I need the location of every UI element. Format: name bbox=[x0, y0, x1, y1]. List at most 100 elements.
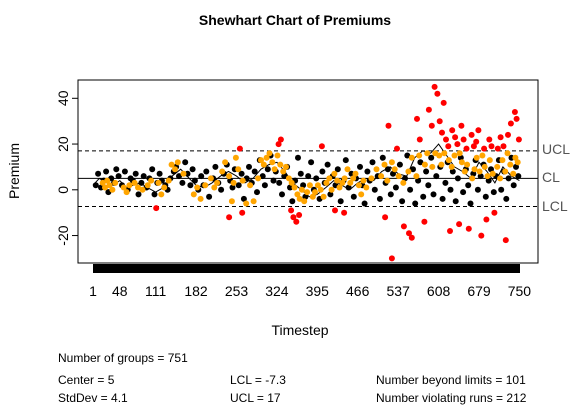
point-violating-run bbox=[502, 168, 509, 175]
stat-violating-runs: Number violating runs = 212 bbox=[376, 391, 527, 405]
point-in-control bbox=[276, 179, 283, 186]
point-violating-run bbox=[363, 184, 370, 191]
point-in-control bbox=[115, 173, 122, 180]
point-beyond-limits bbox=[408, 234, 415, 241]
point-beyond-limits bbox=[431, 83, 438, 90]
point-in-control bbox=[324, 161, 331, 168]
x-tick-label: 324 bbox=[265, 283, 289, 299]
point-violating-run bbox=[504, 150, 511, 157]
point-violating-run bbox=[304, 189, 311, 196]
point-violating-run bbox=[486, 157, 493, 164]
point-in-control bbox=[470, 170, 477, 177]
point-in-control bbox=[460, 189, 467, 196]
point-in-control bbox=[261, 182, 268, 189]
point-violating-run bbox=[294, 191, 301, 198]
point-violating-run bbox=[174, 159, 181, 166]
point-in-control bbox=[474, 186, 481, 193]
x-axis-label: Timestep bbox=[271, 322, 328, 338]
point-beyond-limits bbox=[277, 136, 284, 143]
point-violating-run bbox=[109, 186, 116, 193]
point-violating-run bbox=[232, 154, 239, 161]
point-in-control bbox=[371, 186, 378, 193]
point-in-control bbox=[176, 173, 182, 180]
point-violating-run bbox=[497, 175, 504, 182]
point-beyond-limits bbox=[318, 143, 325, 150]
point-in-control bbox=[449, 168, 456, 175]
point-in-control bbox=[308, 159, 315, 166]
x-tick-label: 253 bbox=[225, 283, 249, 299]
point-violating-run bbox=[395, 173, 402, 180]
point-in-control bbox=[454, 175, 461, 182]
point-in-control bbox=[264, 166, 271, 173]
point-in-control bbox=[138, 179, 145, 186]
point-violating-run bbox=[296, 195, 303, 202]
point-in-control bbox=[407, 186, 414, 193]
point-violating-run bbox=[494, 163, 501, 170]
point-beyond-limits bbox=[458, 122, 465, 129]
point-in-control bbox=[505, 175, 512, 182]
point-in-control bbox=[387, 191, 394, 198]
point-in-control bbox=[289, 198, 296, 205]
point-violating-run bbox=[448, 163, 455, 170]
point-violating-run bbox=[123, 189, 130, 196]
point-in-control bbox=[187, 182, 194, 189]
point-in-control bbox=[198, 173, 205, 180]
point-in-control bbox=[92, 182, 99, 189]
point-beyond-limits bbox=[385, 122, 392, 129]
point-in-control bbox=[206, 193, 213, 200]
point-violating-run bbox=[266, 150, 273, 157]
point-violating-run bbox=[280, 168, 287, 175]
point-violating-run bbox=[358, 191, 365, 198]
point-in-control bbox=[379, 154, 386, 161]
point-in-control bbox=[465, 182, 472, 189]
point-violating-run bbox=[207, 175, 214, 182]
point-in-control bbox=[345, 184, 352, 191]
point-violating-run bbox=[451, 152, 458, 159]
point-in-control bbox=[240, 195, 247, 202]
point-beyond-limits bbox=[494, 145, 501, 152]
point-in-control bbox=[189, 166, 196, 173]
point-violating-run bbox=[102, 184, 108, 191]
point-beyond-limits bbox=[440, 99, 447, 106]
point-violating-run bbox=[469, 175, 476, 182]
point-in-control bbox=[350, 193, 357, 200]
point-in-control bbox=[415, 177, 422, 184]
point-violating-run bbox=[378, 173, 385, 180]
lcl-label: LCL bbox=[542, 198, 568, 214]
point-in-control bbox=[384, 166, 391, 173]
point-in-control bbox=[135, 191, 142, 198]
point-violating-run bbox=[131, 179, 138, 186]
point-violating-run bbox=[461, 168, 468, 175]
stat-stddev: StdDev = 4.1 bbox=[58, 391, 128, 405]
point-violating-run bbox=[471, 166, 478, 173]
point-violating-run bbox=[424, 150, 431, 157]
point-in-control bbox=[488, 166, 494, 173]
point-in-control bbox=[433, 173, 440, 180]
plot-area bbox=[78, 83, 538, 273]
point-violating-run bbox=[441, 150, 448, 157]
point-violating-run bbox=[168, 161, 175, 168]
point-in-control bbox=[369, 159, 376, 166]
point-in-control bbox=[410, 166, 416, 173]
point-violating-run bbox=[239, 177, 246, 184]
point-in-control bbox=[357, 163, 363, 170]
point-violating-run bbox=[104, 177, 111, 184]
stat-beyond-limits: Number beyond limits = 101 bbox=[376, 373, 526, 387]
y-tick-label: -20 bbox=[55, 225, 71, 245]
point-violating-run bbox=[314, 182, 321, 189]
point-in-control bbox=[402, 175, 408, 182]
x-axis: 1 48 111 182 253 324 395 466 537 608 679 750 bbox=[89, 283, 531, 299]
stat-lcl: LCL = -7.3 bbox=[230, 373, 286, 387]
point-violating-run bbox=[260, 161, 267, 168]
point-in-control bbox=[156, 170, 163, 177]
point-violating-run bbox=[226, 173, 233, 180]
point-violating-run bbox=[255, 175, 262, 182]
point-in-control bbox=[151, 191, 158, 198]
point-in-control bbox=[140, 173, 147, 180]
point-beyond-limits bbox=[507, 120, 514, 127]
point-violating-run bbox=[473, 154, 480, 161]
point-violating-run bbox=[211, 184, 218, 191]
point-in-control bbox=[238, 170, 245, 177]
point-violating-run bbox=[214, 179, 221, 186]
point-violating-run bbox=[481, 163, 488, 170]
